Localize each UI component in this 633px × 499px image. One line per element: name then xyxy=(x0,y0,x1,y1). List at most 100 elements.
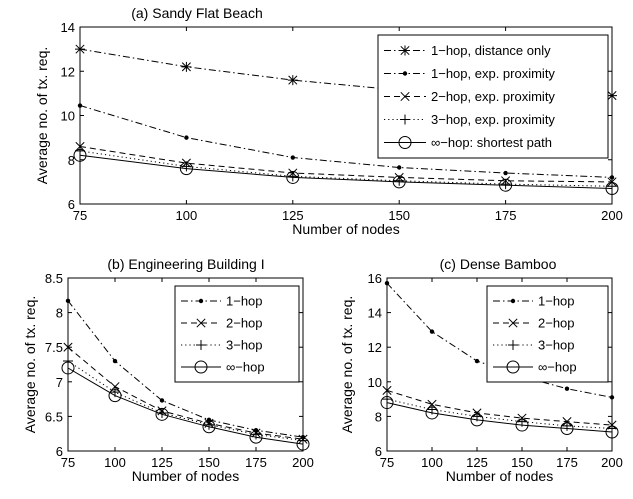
data-point xyxy=(500,179,511,190)
legend-marker xyxy=(194,360,208,374)
data-point xyxy=(286,170,300,184)
x-axis-label: Number of nodes xyxy=(446,468,553,484)
legend-label: 1−hop xyxy=(538,294,575,309)
x-tick-label: 100 xyxy=(104,455,126,470)
x-tick-label: 75 xyxy=(73,208,87,223)
data-point xyxy=(560,422,574,436)
x-tick-label: 175 xyxy=(245,455,267,470)
x-tick-label: 200 xyxy=(292,455,314,470)
y-tick-label: 6 xyxy=(375,444,382,459)
legend-marker xyxy=(402,71,408,76)
series-line xyxy=(67,367,304,445)
y-tick-label: 6 xyxy=(68,197,75,212)
data-point xyxy=(110,382,120,392)
data-point xyxy=(202,420,216,434)
series-line xyxy=(386,389,613,426)
data-point xyxy=(564,386,570,391)
chart-panel-1: (b) Engineering Building I 75 100 125 150 175… xyxy=(22,256,314,484)
x-tick-label: 150 xyxy=(198,455,220,470)
legend-marker xyxy=(196,340,206,350)
data-point xyxy=(392,175,406,189)
data-point xyxy=(503,170,508,176)
y-tick-label: 10 xyxy=(61,109,75,124)
series-line xyxy=(79,146,613,183)
chart-panel-2: (c) Dense Bamboo 75 100 125 150 175 200 6 8 10 12 1… xyxy=(339,256,623,484)
x-tick-label: 100 xyxy=(176,208,198,223)
legend-label: ∞−hop: shortest path xyxy=(431,135,552,150)
data-point xyxy=(204,419,214,430)
data-point xyxy=(249,430,263,444)
legend-marker xyxy=(510,298,516,304)
x-tick-label: 175 xyxy=(556,455,578,470)
plot-frame xyxy=(67,277,304,452)
legend-label: 3−hop xyxy=(538,338,575,353)
series-line xyxy=(386,402,613,433)
legend-label: 1−hop, exp. proximity xyxy=(431,66,555,81)
y-tick-label: 6 xyxy=(56,444,63,459)
data-point xyxy=(499,178,513,192)
y-tick-label: 10 xyxy=(368,375,382,390)
x-tick-label: 100 xyxy=(421,455,443,470)
legend-label: ∞−hop xyxy=(538,360,577,375)
legend-marker xyxy=(198,298,204,304)
y-axis-label: Average no. of tx. req. xyxy=(339,296,355,434)
chart-panel-0: (a) Sandy Flat Beach 75 100 125 150 175 200 6 8 1… xyxy=(34,5,623,237)
chart-title: (b) Engineering Building I xyxy=(107,256,264,272)
series-4 xyxy=(73,148,619,196)
legend: 1−hop, distance only 1−hop, exp. proximit… xyxy=(377,34,609,159)
x-tick-label: 75 xyxy=(380,455,394,470)
data-point xyxy=(112,358,118,364)
series-line xyxy=(67,360,304,442)
legend-marker xyxy=(508,318,518,328)
data-point xyxy=(184,135,189,140)
legend-marker xyxy=(400,45,410,56)
legend-label: 2−hop xyxy=(538,316,575,331)
series-line xyxy=(67,346,304,440)
y-tick-label: 12 xyxy=(61,64,75,79)
series-line xyxy=(79,154,613,189)
legend-label: ∞−hop xyxy=(226,360,265,375)
x-tick-label: 125 xyxy=(466,455,488,470)
y-axis-label: Average no. of tx. req. xyxy=(34,47,50,185)
legend-label: 2−hop xyxy=(226,316,263,331)
x-axis-label: Number of nodes xyxy=(132,468,239,484)
data-point xyxy=(515,418,529,432)
legend-label: 2−hop, exp. proximity xyxy=(431,89,555,104)
series-line xyxy=(67,300,304,438)
chart-title: (c) Dense Bamboo xyxy=(440,256,557,272)
series-3 xyxy=(380,396,619,439)
y-tick-label: 14 xyxy=(61,20,75,35)
y-tick-label: 8.5 xyxy=(45,271,63,286)
legend-marker xyxy=(400,91,410,102)
x-axis-label: Number of nodes xyxy=(292,221,399,237)
plot-frame xyxy=(386,277,613,452)
x-tick-label: 150 xyxy=(388,208,410,223)
data-point xyxy=(155,407,169,421)
legend: 1−hop 2−hop 3−hop ∞−hop xyxy=(486,285,609,383)
legend-label: 1−hop xyxy=(226,294,263,309)
y-tick-label: 16 xyxy=(368,271,382,286)
data-point xyxy=(287,75,298,86)
data-point xyxy=(425,406,439,420)
series-line xyxy=(386,398,613,429)
data-point xyxy=(287,171,298,182)
data-point xyxy=(108,389,122,403)
legend-marker xyxy=(196,318,206,328)
legend-label: 3−hop, exp. proximity xyxy=(431,112,555,127)
x-tick-label: 175 xyxy=(495,208,517,223)
data-point xyxy=(179,162,193,176)
y-tick-label: 7.5 xyxy=(45,340,63,355)
legend-label: 3−hop xyxy=(226,338,263,353)
y-tick-label: 7 xyxy=(56,375,63,390)
series-line xyxy=(79,105,613,178)
x-tick-label: 200 xyxy=(601,208,623,223)
y-tick-label: 8 xyxy=(56,306,63,321)
data-point xyxy=(429,329,435,334)
y-tick-label: 8 xyxy=(375,409,382,424)
series-line xyxy=(386,282,613,398)
legend-marker xyxy=(398,136,412,149)
x-tick-label: 125 xyxy=(151,455,173,470)
y-tick-label: 12 xyxy=(368,340,382,355)
data-point xyxy=(181,61,192,72)
